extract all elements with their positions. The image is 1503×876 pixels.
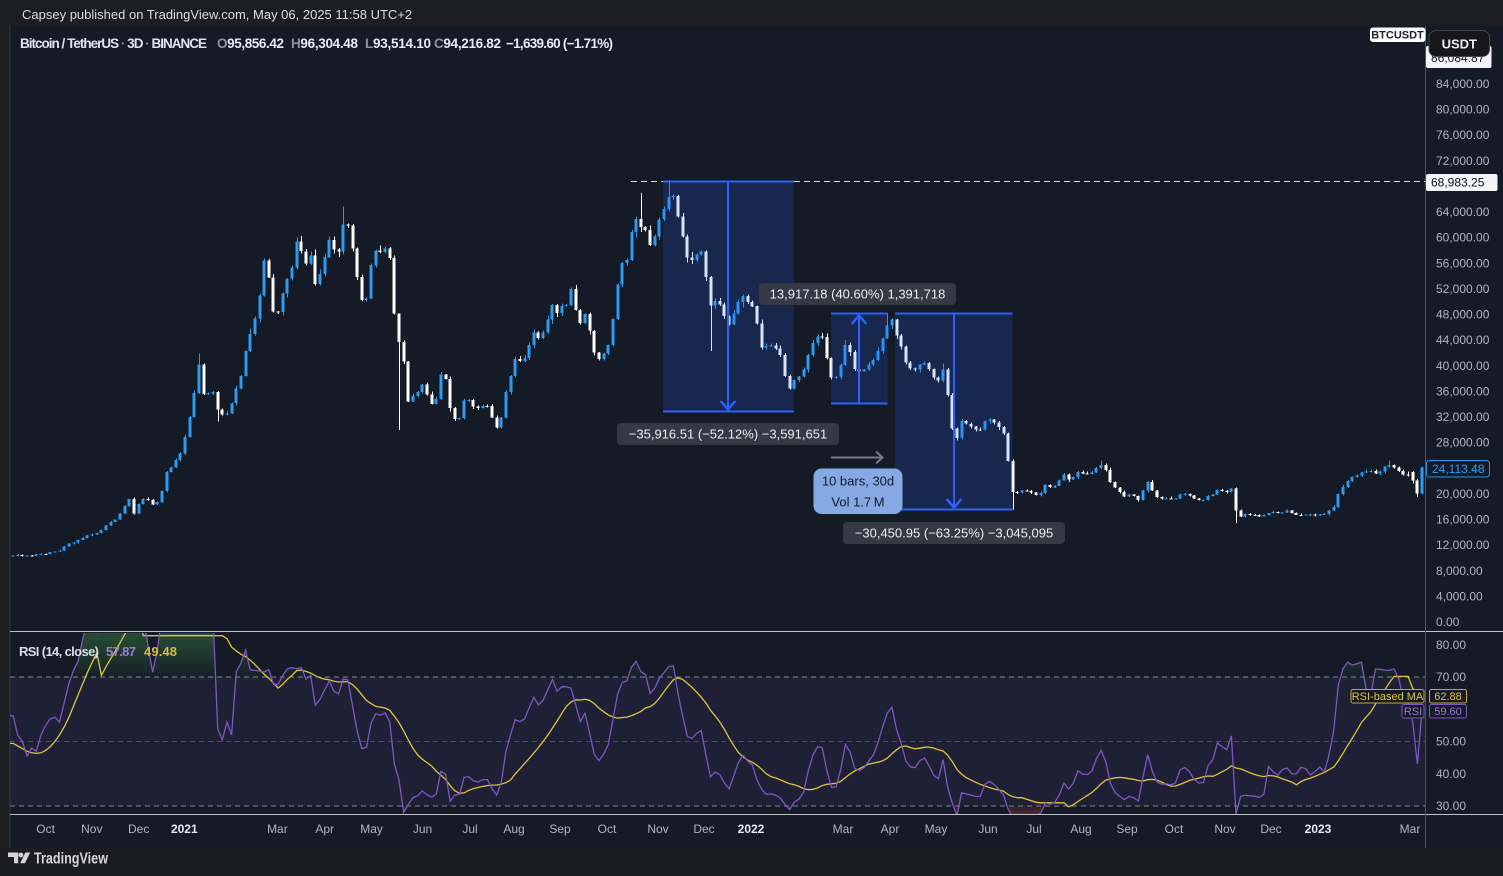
svg-text:36,000.00: 36,000.00 [1436, 384, 1490, 398]
svg-text:44,000.00: 44,000.00 [1436, 333, 1490, 347]
svg-text:30.00: 30.00 [1436, 799, 1466, 813]
svg-text:4,000.00: 4,000.00 [1436, 589, 1483, 603]
svg-text:Jun: Jun [978, 822, 997, 836]
svg-text:80.00: 80.00 [1436, 638, 1466, 652]
svg-text:Nov: Nov [647, 822, 668, 836]
svg-text:Dec: Dec [128, 822, 149, 836]
svg-text:64,000.00: 64,000.00 [1436, 205, 1490, 219]
svg-text:57.87: 57.87 [106, 644, 136, 659]
svg-text:70.00: 70.00 [1436, 670, 1466, 684]
svg-text:40.00: 40.00 [1436, 767, 1466, 781]
svg-text:8,000.00: 8,000.00 [1436, 564, 1483, 578]
svg-text:Dec: Dec [1260, 822, 1281, 836]
svg-text:Oct: Oct [598, 822, 617, 836]
svg-text:RSI (14, close): RSI (14, close) [19, 644, 99, 659]
svg-text:Dec: Dec [693, 822, 714, 836]
svg-text:Mar: Mar [1400, 822, 1421, 836]
svg-text:Jul: Jul [1026, 822, 1041, 836]
svg-text:USDT: USDT [1442, 37, 1477, 52]
svg-text:Sep: Sep [1116, 822, 1138, 836]
svg-text:C94,216.82: C94,216.82 [434, 36, 501, 51]
svg-text:0.00: 0.00 [1436, 615, 1460, 629]
svg-text:Nov: Nov [81, 822, 102, 836]
svg-text:32,000.00: 32,000.00 [1436, 410, 1490, 424]
svg-text:May: May [360, 822, 383, 836]
svg-text:80,000.00: 80,000.00 [1436, 103, 1490, 117]
svg-text:24,113.48: 24,113.48 [1432, 462, 1485, 476]
svg-text:56,000.00: 56,000.00 [1436, 256, 1490, 270]
svg-text:L93,514.10: L93,514.10 [365, 36, 431, 51]
svg-text:RSI-based MA: RSI-based MA [1352, 691, 1424, 703]
svg-text:10 bars, 30d: 10 bars, 30d [822, 474, 894, 489]
svg-text:H96,304.48: H96,304.48 [291, 36, 358, 51]
svg-text:50.00: 50.00 [1436, 735, 1466, 749]
svg-text:Mar: Mar [833, 822, 854, 836]
svg-text:13,917.18 (40.60%) 1,391,718: 13,917.18 (40.60%) 1,391,718 [770, 287, 946, 302]
svg-text:Oct: Oct [1165, 822, 1184, 836]
svg-text:Aug: Aug [1070, 822, 1091, 836]
svg-text:60,000.00: 60,000.00 [1436, 231, 1490, 245]
svg-text:62.88: 62.88 [1434, 691, 1462, 703]
svg-text:−1,639.60 (−1.71%): −1,639.60 (−1.71%) [506, 36, 613, 51]
svg-text:Apr: Apr [315, 822, 334, 836]
svg-text:Apr: Apr [881, 822, 900, 836]
svg-text:RSI: RSI [1404, 706, 1422, 718]
svg-text:2023: 2023 [1305, 822, 1332, 836]
svg-text:48,000.00: 48,000.00 [1436, 308, 1490, 322]
svg-text:−30,450.95 (−63.25%) −3,045,09: −30,450.95 (−63.25%) −3,045,095 [855, 526, 1053, 541]
svg-text:Capsey published on TradingVie: Capsey published on TradingView.com, May… [22, 7, 412, 22]
svg-text:2022: 2022 [738, 822, 765, 836]
svg-text:Vol 1.7 M: Vol 1.7 M [831, 495, 884, 510]
svg-text:76,000.00: 76,000.00 [1436, 128, 1490, 142]
svg-text:Sep: Sep [549, 822, 571, 836]
svg-text:May: May [925, 822, 948, 836]
svg-text:20,000.00: 20,000.00 [1436, 487, 1490, 501]
svg-text:Bitcoin / TetherUS · 3D · BINA: Bitcoin / TetherUS · 3D · BINANCE [20, 36, 207, 51]
svg-text:Aug: Aug [503, 822, 524, 836]
svg-text:Jul: Jul [462, 822, 477, 836]
svg-text:72,000.00: 72,000.00 [1436, 154, 1490, 168]
svg-text:BTCUSDT: BTCUSDT [1371, 30, 1424, 42]
svg-text:Jun: Jun [413, 822, 432, 836]
svg-text:2021: 2021 [171, 822, 198, 836]
svg-text:40,000.00: 40,000.00 [1436, 359, 1490, 373]
svg-text:16,000.00: 16,000.00 [1436, 513, 1490, 527]
svg-text:49.48: 49.48 [144, 644, 177, 659]
svg-text:68,983.25: 68,983.25 [1431, 176, 1485, 190]
svg-text:O95,856.42: O95,856.42 [217, 36, 284, 51]
svg-text:28,000.00: 28,000.00 [1436, 436, 1490, 450]
svg-text:Mar: Mar [267, 822, 288, 836]
svg-text:TradingView: TradingView [34, 851, 109, 868]
svg-text:84,000.00: 84,000.00 [1436, 77, 1490, 91]
svg-text:−35,916.51 (−52.12%) −3,591,65: −35,916.51 (−52.12%) −3,591,651 [629, 427, 827, 442]
svg-text:52,000.00: 52,000.00 [1436, 282, 1490, 296]
svg-text:59.60: 59.60 [1434, 706, 1462, 718]
svg-text:Oct: Oct [36, 822, 55, 836]
svg-text:12,000.00: 12,000.00 [1436, 538, 1490, 552]
svg-text:Nov: Nov [1214, 822, 1235, 836]
